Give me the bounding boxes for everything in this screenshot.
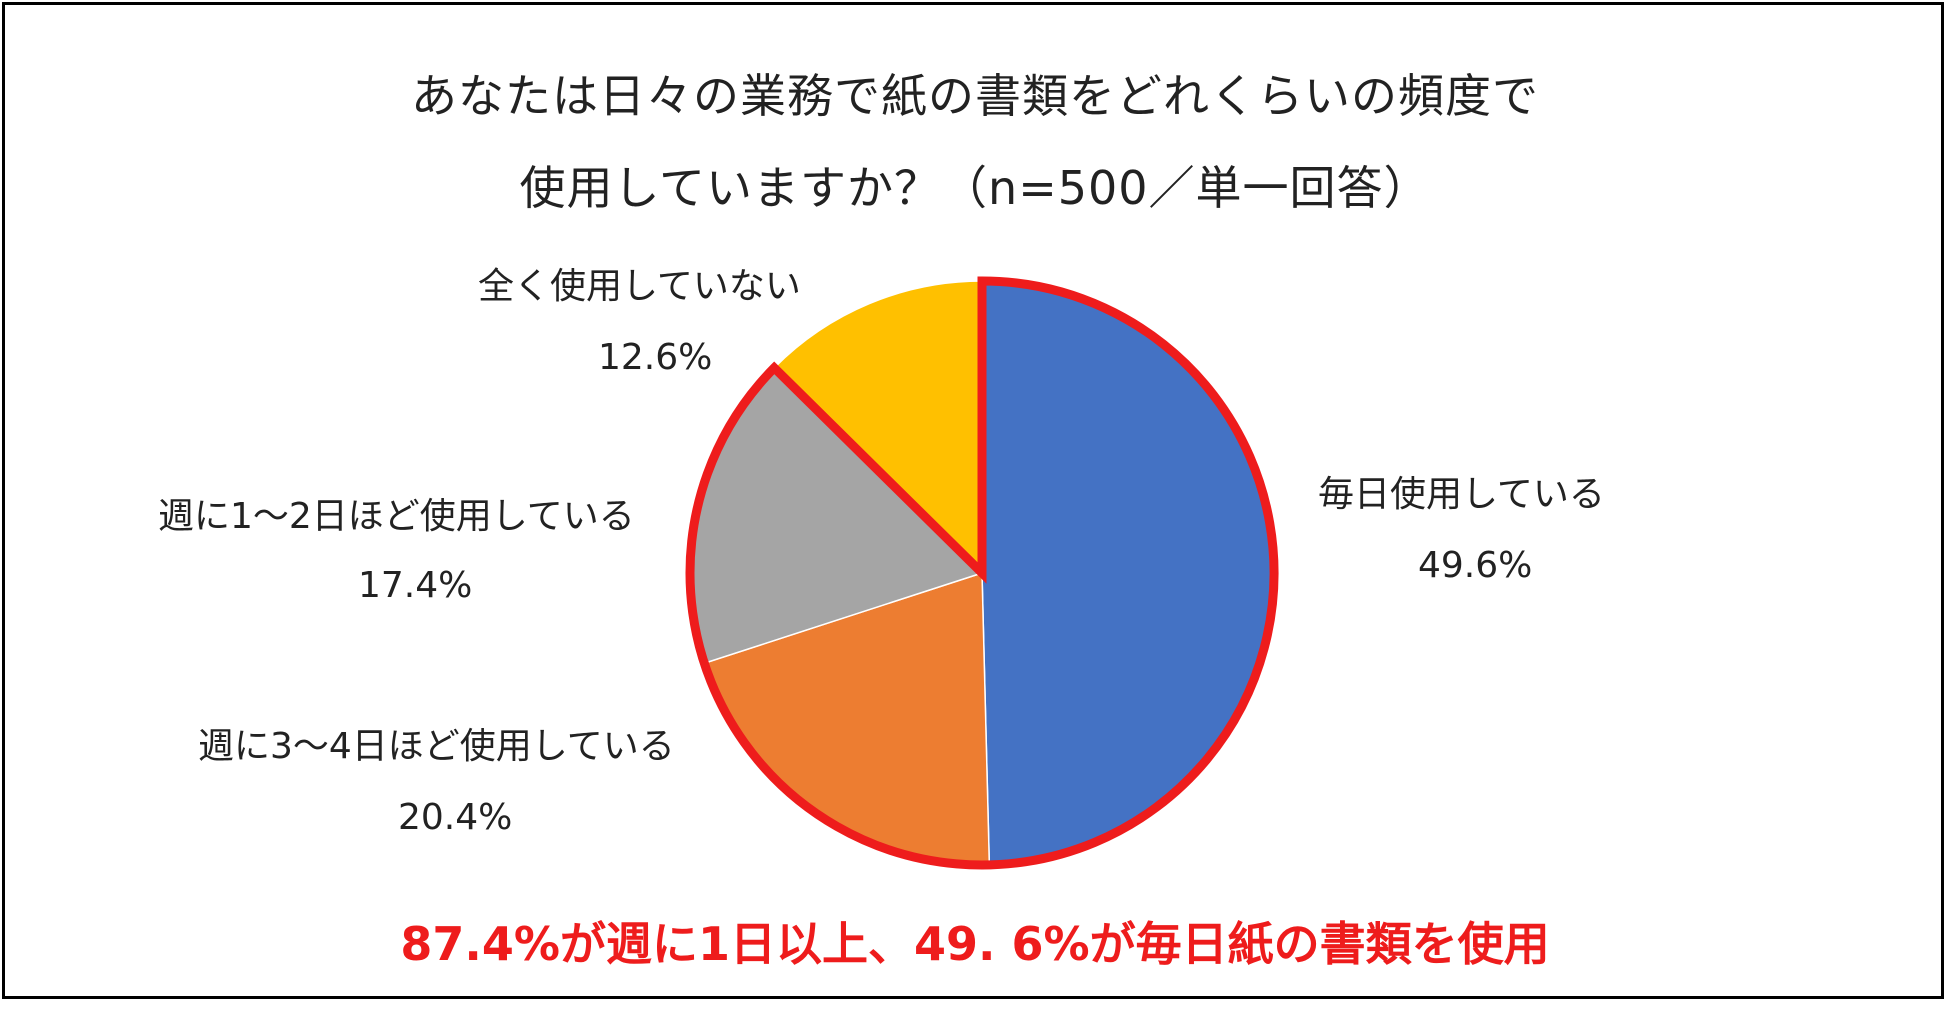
highlight-outline [685,276,1279,870]
slice-value-3-4days: 20.4% [398,797,513,838]
chart-frame [2,2,1944,999]
slice-label-1-2days: 週に1〜2日ほど使用している [158,496,635,537]
slice-daily [981,280,1275,866]
slice-label-daily: 毎日使用している [1318,474,1605,515]
chart-title-line-1: あなたは日々の業務で紙の書類をどれくらいの頻度で [411,69,1539,123]
slice-value-1-2days: 17.4% [358,565,473,606]
summary-annotation: 87.4%が週に1日以上、49. 6%が毎日紙の書類を使用 [400,917,1550,971]
slice-label-3-4days: 週に3〜4日ほど使用している [198,726,675,767]
slice-label-never: 全く使用していない [478,266,801,307]
chart-title-line-2: 使用していますか？（n=500／単一回答） [519,161,1431,215]
slice-value-daily: 49.6% [1418,545,1533,586]
slice-never [773,280,983,575]
slice-value-never: 12.6% [598,337,713,378]
